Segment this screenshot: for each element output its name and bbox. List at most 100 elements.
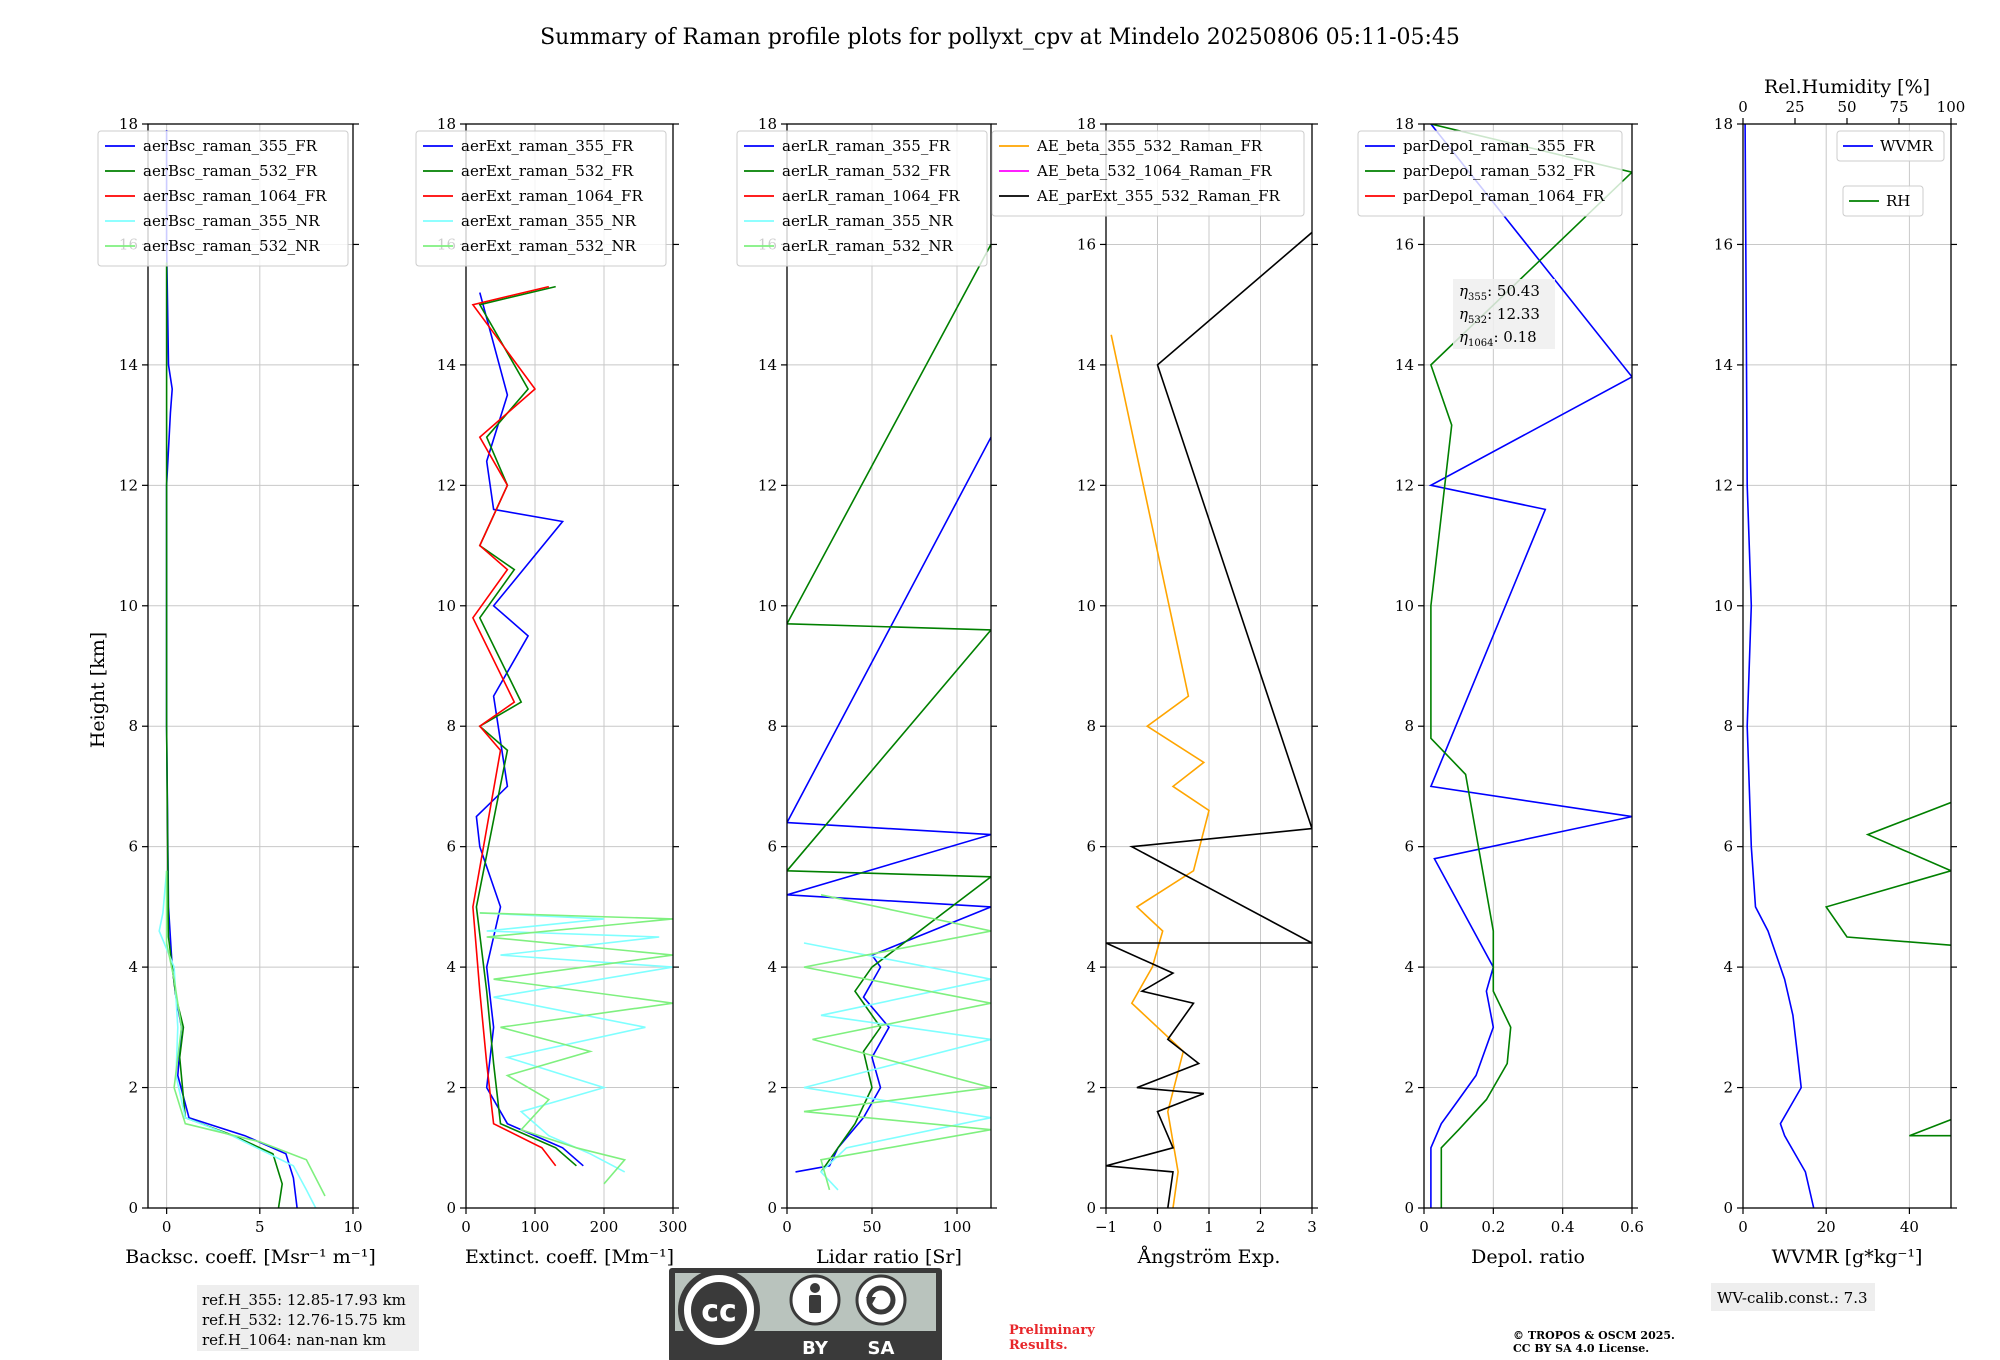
x-axis-label: Extinct. coeff. [Mm⁻¹] [465, 1246, 674, 1268]
series-group [471, 285, 673, 1185]
y-tick-label: 14 [1714, 356, 1733, 374]
y-tick-label: 18 [437, 115, 456, 133]
x-tick-label: 1 [1204, 1218, 1214, 1236]
x-tick-label: 0 [1153, 1218, 1163, 1236]
y-tick-label: 10 [1714, 597, 1733, 615]
legend-label: AE_parExt_355_532_Raman_FR [1036, 187, 1281, 205]
y-tick-label: 4 [1086, 958, 1096, 976]
legend-label: WVMR [1880, 137, 1934, 155]
series-line-parDepol_raman_532_FR [1429, 124, 1632, 1208]
legend-label: aerLR_raman_355_NR [782, 212, 953, 230]
legend-label: aerBsc_raman_355_FR [143, 137, 318, 155]
y-tick-label: 8 [1723, 717, 1733, 735]
y-tick-label: 4 [1723, 958, 1733, 976]
y-tick-label: 0 [767, 1199, 777, 1217]
x-tick-label: −1 [1095, 1218, 1117, 1236]
legend-box [97, 130, 349, 267]
y-tick-label: 4 [767, 958, 777, 976]
series-line-AE_beta_355_532_Raman_FR [1110, 334, 1210, 1208]
ref-heights-box: ref.H_355: 12.85-17.93 km ref.H_532: 12.… [197, 1285, 419, 1351]
legend-rh: RH [1842, 185, 1924, 217]
cc-by-sa-badge: cc BY SA [669, 1268, 942, 1360]
panels: 0510024681012141618Backsc. coeff. [Msr⁻¹… [97, 76, 1965, 1268]
y-tick-label: 8 [446, 717, 456, 735]
y-tick-label: 2 [767, 1079, 777, 1097]
legend-angstrom: AE_beta_355_532_Raman_FR AE_beta_532_1064… [991, 130, 1305, 217]
x-tick-label: 300 [659, 1218, 688, 1236]
x-tick-label: 0.2 [1481, 1218, 1505, 1236]
y-tick-label: 14 [119, 356, 138, 374]
x-tick-label: 5 [255, 1218, 265, 1236]
y-tick-label: 4 [128, 958, 138, 976]
x-tick-label: 0 [782, 1218, 792, 1236]
y-tick-label: 18 [1395, 115, 1414, 133]
x-tick-label: 2 [1256, 1218, 1266, 1236]
y-tick-label: 6 [1723, 838, 1733, 856]
legend-label: aerBsc_raman_532_FR [143, 162, 318, 180]
license-sa-label: SA [868, 1338, 895, 1359]
share-alike-icon [855, 1274, 907, 1326]
axes-frame [465, 123, 674, 1209]
top-x-tick-label: 0 [1738, 98, 1748, 116]
series-group [787, 244, 991, 1191]
legend-box [1357, 130, 1623, 217]
y-tick-label: 0 [1404, 1199, 1414, 1217]
axes-frame [1423, 123, 1633, 1209]
y-tick-label: 16 [1714, 235, 1733, 253]
series-group [1106, 231, 1312, 1208]
eta-355-text: η355: 50.43 [1459, 282, 1540, 303]
top-x-tick-label: 25 [1785, 98, 1804, 116]
y-tick-label: 8 [1404, 717, 1414, 735]
panel-depolarization: 0 0.2 0.4 0.6 0 2 4 6 8 10 12 14 16 18 Depol. ratio par… [1357, 115, 1644, 1268]
x-tick-label: 0 [461, 1218, 471, 1236]
y-tick-label: 8 [767, 717, 777, 735]
legend-extinction: aerExt_raman_355_FR aerExt_raman_532_FRae… [415, 130, 667, 267]
license-by-label: BY [802, 1338, 829, 1359]
series-line-aerExt_raman_1064_FR [471, 285, 557, 1167]
series-group [1428, 124, 1632, 1208]
panel-backscatter: 0510024681012141618Backsc. coeff. [Msr⁻¹… [97, 115, 376, 1268]
x-axis-label: WVMR [g*kg⁻¹] [1772, 1246, 1923, 1268]
series-line-aerBsc_raman_532_NR [165, 870, 326, 1197]
x-tick-label: 100 [521, 1218, 550, 1236]
y-tick-label: 12 [758, 476, 777, 494]
y-tick-label: 2 [446, 1079, 456, 1097]
legend-box [1842, 185, 1924, 217]
axes-frame [786, 123, 992, 1209]
y-tick-label: 4 [446, 958, 456, 976]
series-line-WVMR [1744, 124, 1815, 1208]
legend-label: aerExt_raman_1064_FR [461, 187, 643, 205]
y-tick-label: 10 [119, 597, 138, 615]
y-tick-label: 2 [1404, 1079, 1414, 1097]
y-tick-label: 12 [1714, 476, 1733, 494]
legend-label: aerExt_raman_532_NR [461, 237, 637, 255]
y-tick-label: 0 [446, 1199, 456, 1217]
x-tick-label: 0 [1419, 1218, 1429, 1236]
y-axis-label: Height [km] [87, 632, 109, 748]
y-tick-label: 6 [767, 838, 777, 856]
ref-height-355: ref.H_355: 12.85-17.93 km [202, 1291, 406, 1309]
copyright-line-2: CC BY SA 4.0 License. [1513, 1342, 1649, 1355]
y-tick-label: 0 [1723, 1199, 1733, 1217]
legend-label: aerLR_raman_532_FR [782, 162, 951, 180]
legend-label: aerLR_raman_355_FR [782, 137, 951, 155]
eta-box [1453, 279, 1555, 349]
y-tick-label: 10 [437, 597, 456, 615]
copyright-line-1: © TROPOS & OSCM 2025. [1513, 1329, 1675, 1342]
y-tick-label: 8 [128, 717, 138, 735]
y-tick-label: 12 [119, 476, 138, 494]
axes-frame [147, 123, 354, 1209]
legend-box [415, 130, 667, 267]
wv-calib-text: WV-calib.const.: 7.3 [1717, 1289, 1868, 1307]
panel-water_vapor: 0 20 40 0 2 4 6 8 10 12 14 16 18 WVMR [g*kg⁻¹] 0 25 50 75… [1714, 76, 1965, 1268]
series-line-RH [1824, 725, 1951, 1137]
y-tick-label: 14 [1077, 356, 1096, 374]
x-tick-label: 0.6 [1620, 1218, 1644, 1236]
y-tick-label: 2 [1086, 1079, 1096, 1097]
y-tick-label: 18 [1077, 115, 1096, 133]
x-axis-label: Depol. ratio [1471, 1246, 1585, 1268]
axes-frame [1742, 123, 1952, 1209]
top-x-tick-label: 75 [1889, 98, 1908, 116]
